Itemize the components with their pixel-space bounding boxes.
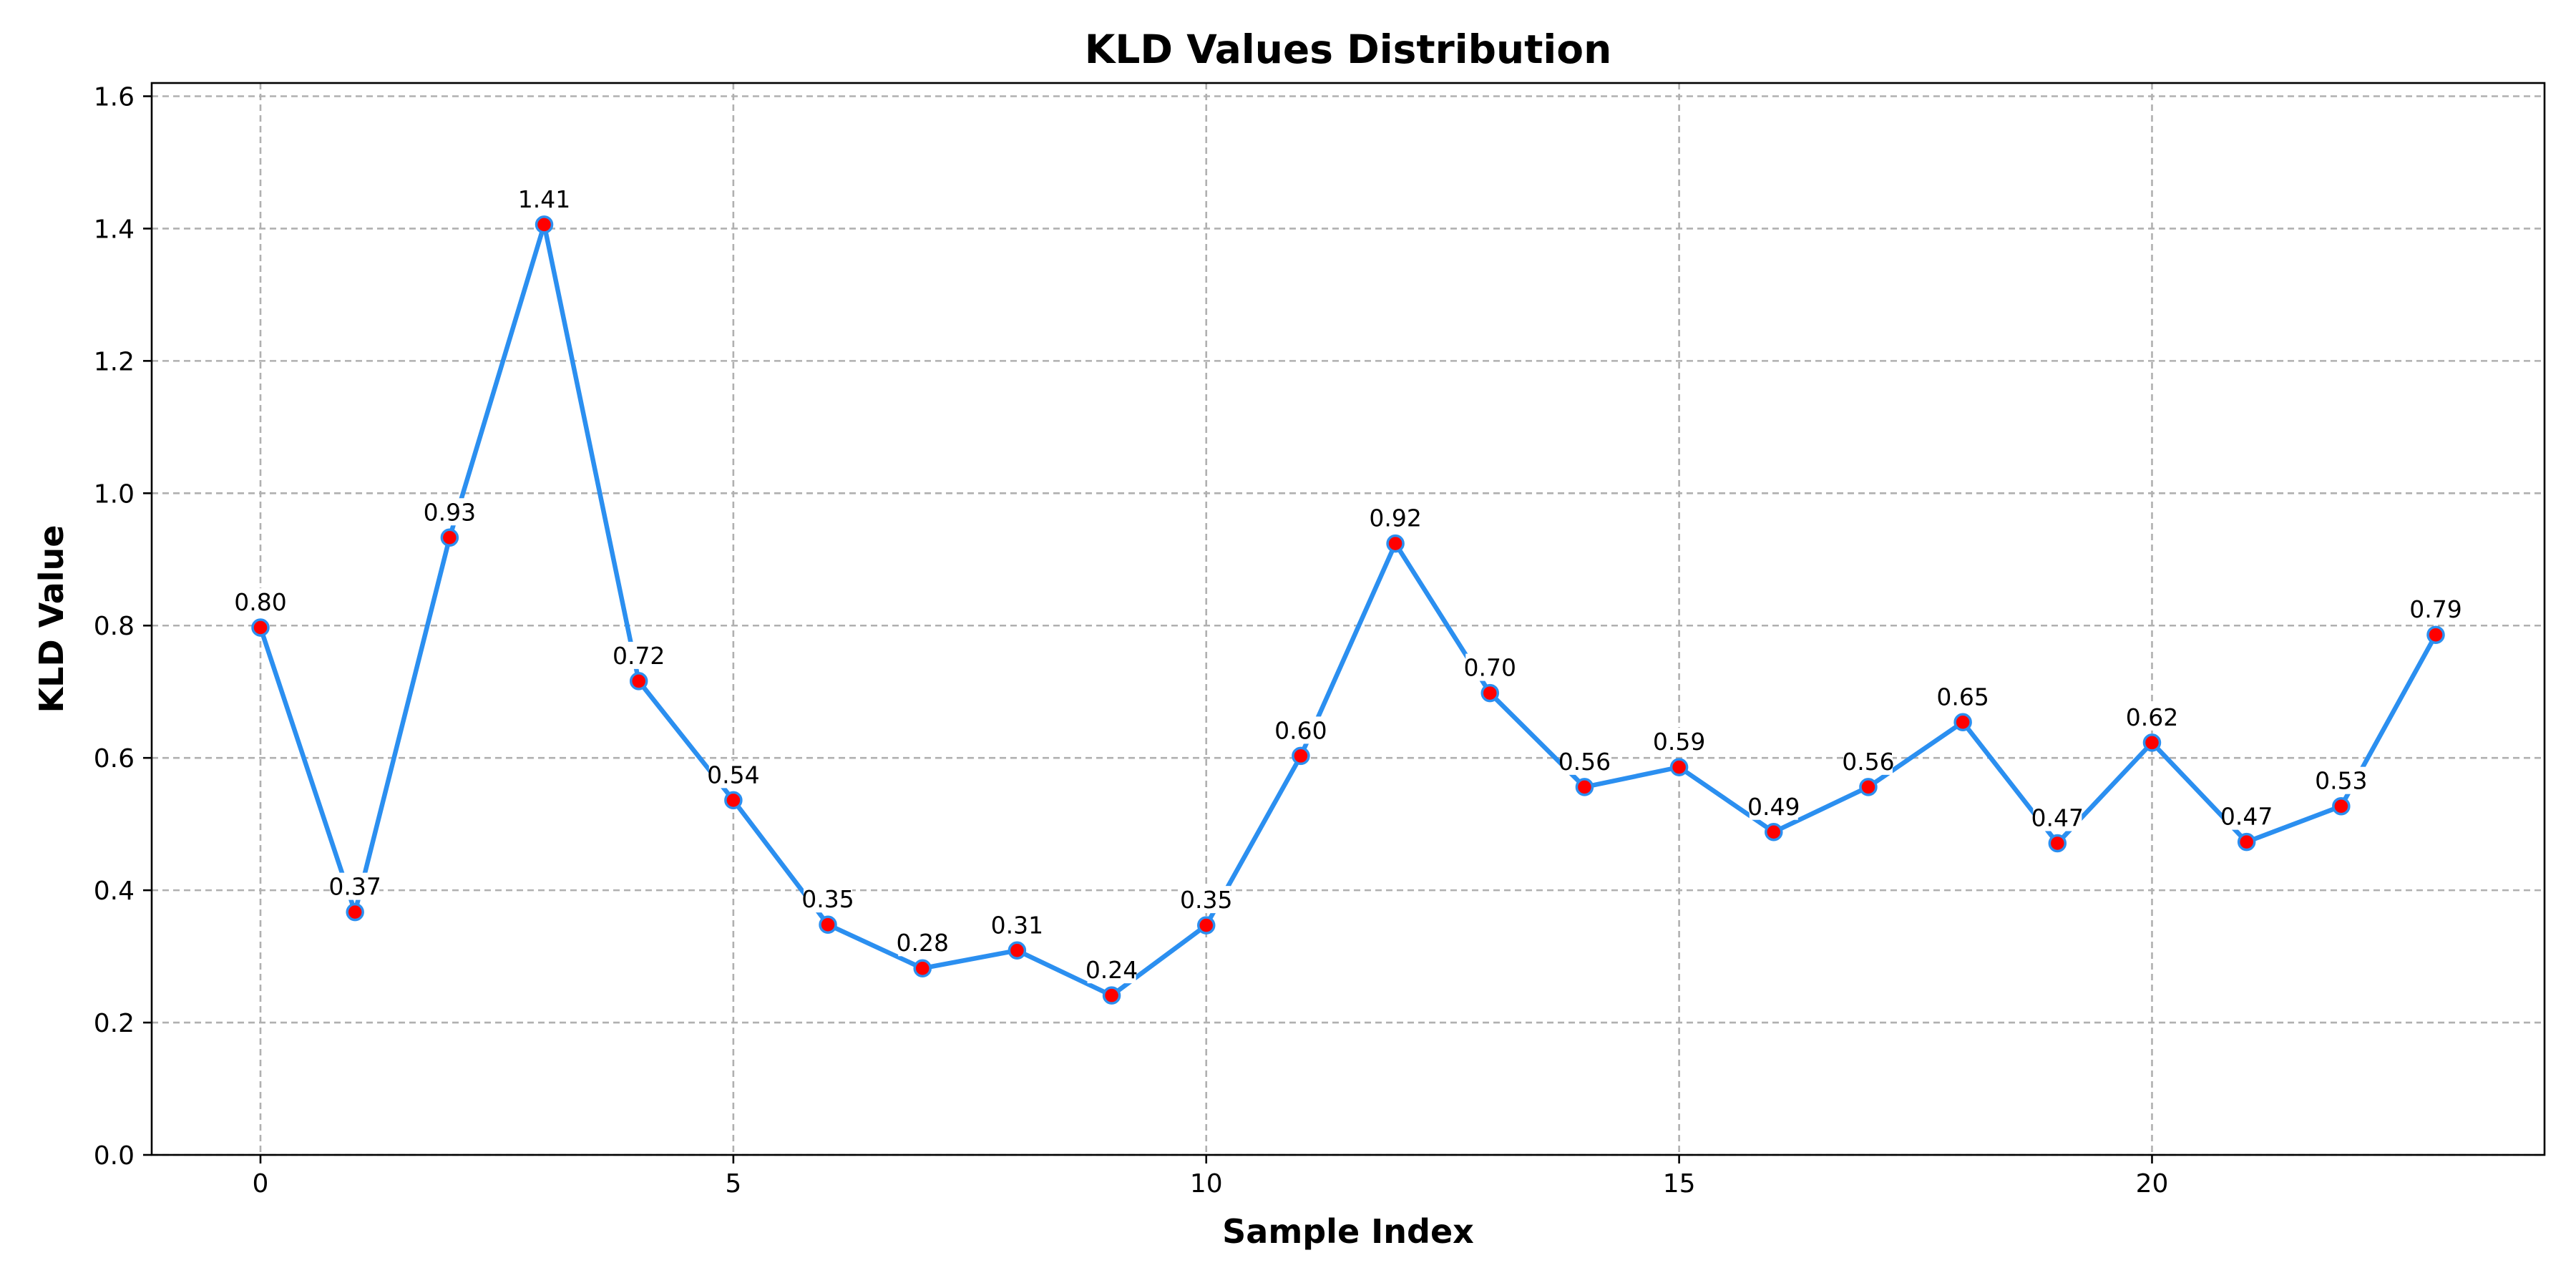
- data-point: [2048, 834, 2067, 853]
- data-label: 0.28: [896, 929, 948, 957]
- y-axis-title: KLD Value: [32, 525, 71, 713]
- data-label: 0.70: [1464, 654, 1516, 682]
- data-label-background: [898, 929, 947, 957]
- data-point: [913, 959, 932, 977]
- data-point: [2332, 796, 2351, 816]
- y-tick-label: 0.6: [94, 744, 135, 774]
- data-labels: 0.80 0.37 0.93 1.41 0.72 0.54 0.35 0.28 0.31 0.24…: [234, 185, 2462, 984]
- data-label-background: [1276, 716, 1325, 744]
- data-point: [1953, 713, 1972, 732]
- chart-title: KLD Values Distribution: [1085, 26, 1611, 72]
- data-label-background: [331, 872, 380, 900]
- data-label: 0.35: [801, 885, 854, 913]
- data-point: [1196, 916, 1216, 935]
- data-label-background: [236, 588, 285, 616]
- y-tick-label: 0.2: [94, 1009, 135, 1038]
- data-label: 0.62: [2126, 703, 2178, 731]
- x-axis-title: Sample Index: [1222, 1212, 1474, 1251]
- data-point: [1386, 534, 1405, 553]
- x-tick-label: 10: [1190, 1169, 1223, 1199]
- data-label-background: [519, 185, 569, 213]
- x-tick-label: 0: [253, 1169, 269, 1199]
- data-label: 0.92: [1369, 504, 1421, 532]
- x-tick-label: 15: [1663, 1169, 1696, 1199]
- data-label-background: [1560, 747, 1609, 775]
- data-label-background: [1749, 792, 1798, 820]
- data-label-background: [1938, 683, 1988, 711]
- data-label: 0.47: [2220, 803, 2273, 831]
- y-tick-label: 1.6: [94, 82, 135, 112]
- data-point: [440, 528, 459, 547]
- data-label: 0.24: [1085, 956, 1138, 984]
- y-tick-label: 1.0: [94, 479, 135, 509]
- plot-frame: [150, 82, 2546, 1156]
- data-label-background: [1465, 653, 1515, 681]
- data-point: [1669, 758, 1689, 776]
- x-tick-label: 20: [2136, 1169, 2169, 1199]
- data-label: 0.53: [2315, 767, 2367, 795]
- data-point: [535, 215, 554, 234]
- data-label-background: [1087, 956, 1136, 984]
- y-tick-label: 0.4: [94, 877, 135, 906]
- data-label: 0.35: [1180, 886, 1232, 914]
- data-point: [2142, 733, 2162, 752]
- data-label-background: [2127, 703, 2177, 731]
- data-label: 0.47: [2031, 804, 2084, 831]
- data-point: [1765, 823, 1783, 841]
- data-point: [2426, 625, 2445, 644]
- data-label-background: [992, 911, 1042, 939]
- data-label-background: [708, 761, 758, 789]
- data-point: [819, 915, 837, 934]
- data-point: [629, 672, 648, 691]
- y-tick-label: 1.4: [94, 215, 135, 244]
- data-label: 0.72: [613, 642, 665, 670]
- data-label: 0.93: [424, 498, 476, 526]
- data-point: [1102, 986, 1121, 1005]
- y-tick-label: 0.0: [94, 1141, 135, 1171]
- data-point: [1859, 778, 1878, 796]
- data-label-background: [2222, 802, 2271, 830]
- data-label-background: [1654, 728, 1704, 756]
- data-point: [724, 791, 743, 810]
- data-label: 1.41: [518, 185, 570, 213]
- data-label-background: [2316, 766, 2366, 794]
- data-point: [1292, 746, 1310, 766]
- data-label: 0.37: [328, 873, 381, 901]
- data-label: 0.65: [1936, 683, 1989, 711]
- data-label: 0.79: [2409, 595, 2462, 623]
- data-label: 0.54: [707, 761, 759, 789]
- data-label: 0.56: [1558, 748, 1611, 776]
- data-label: 0.80: [234, 588, 286, 616]
- data-label: 0.56: [1842, 748, 1894, 776]
- data-label-background: [804, 885, 853, 913]
- data-label-background: [614, 641, 663, 669]
- data-label: 0.31: [991, 911, 1043, 939]
- y-tick-label: 1.2: [94, 347, 135, 376]
- data-label-background: [1371, 504, 1420, 532]
- axis-ticks: 0 5 10 15 20 0.0 0.2 0.4 0.6 0.8 1.0 1.2 1.4 1.6: [94, 82, 2169, 1199]
- data-point: [1575, 778, 1594, 796]
- data-point: [1480, 683, 1500, 703]
- data-point: [251, 618, 270, 637]
- data-label-background: [1181, 886, 1231, 914]
- y-tick-label: 0.8: [94, 612, 135, 641]
- data-label: 0.49: [1747, 793, 1800, 821]
- data-point: [1008, 941, 1027, 960]
- data-label-background: [425, 498, 474, 526]
- x-tick-label: 5: [725, 1169, 741, 1199]
- data-label-background: [2411, 595, 2460, 623]
- data-point: [2237, 832, 2256, 852]
- data-label-background: [1843, 747, 1893, 775]
- data-label-background: [2033, 804, 2082, 831]
- data-point: [346, 902, 364, 922]
- data-label: 0.60: [1274, 716, 1327, 744]
- data-label: 0.59: [1653, 728, 1705, 756]
